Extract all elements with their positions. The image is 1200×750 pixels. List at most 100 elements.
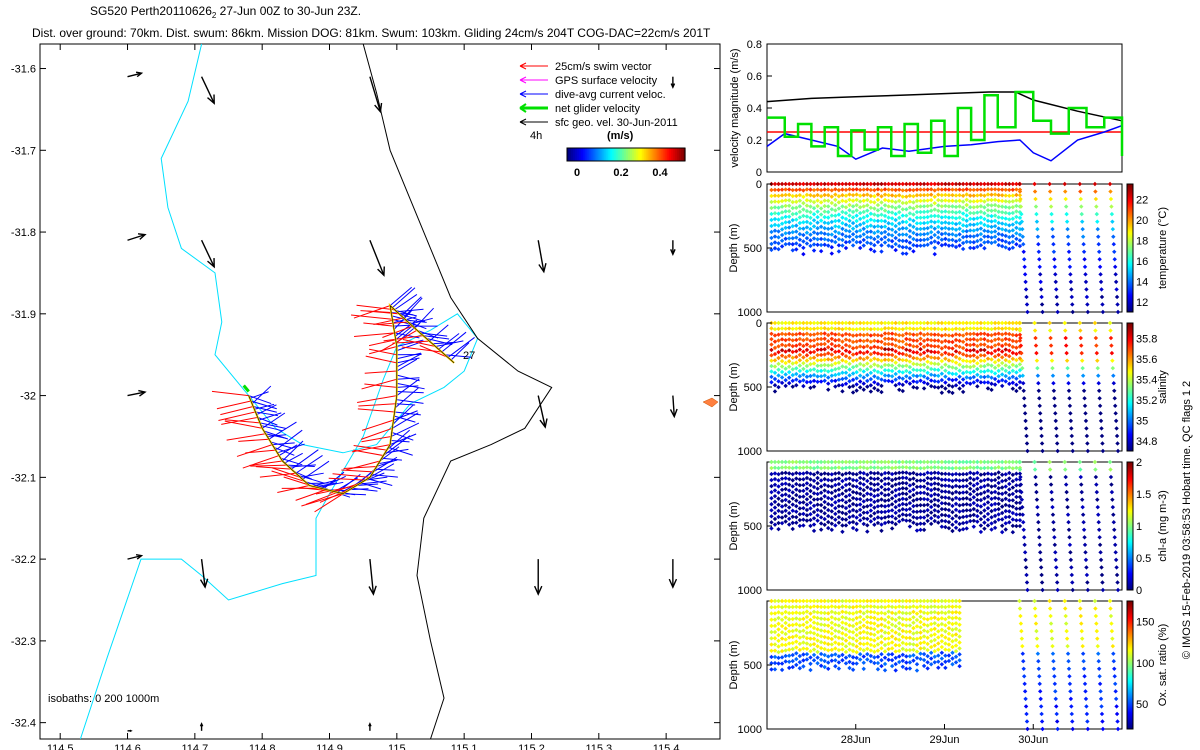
data-point <box>790 217 795 223</box>
cbar-cell <box>1127 292 1133 295</box>
data-point <box>886 237 891 243</box>
data-point <box>897 198 902 204</box>
data-point <box>1014 370 1019 375</box>
data-point <box>1020 234 1025 239</box>
data-point <box>989 381 994 386</box>
data-point <box>815 518 820 523</box>
data-point <box>857 636 863 641</box>
data-point <box>882 623 888 629</box>
data-point <box>801 523 806 528</box>
cbar-tick-label: 20 <box>1136 215 1148 227</box>
data-point <box>964 508 969 513</box>
data-point <box>857 507 863 513</box>
data-point <box>801 213 806 219</box>
data-point <box>861 487 866 493</box>
data-point <box>1014 214 1019 220</box>
data-point <box>815 192 820 198</box>
data-point <box>989 459 994 465</box>
data-point <box>854 239 859 245</box>
speed-cbar-cell <box>582 148 586 161</box>
data-point <box>808 611 813 616</box>
data-point <box>886 352 891 357</box>
data-point <box>950 377 955 383</box>
data-point <box>992 348 998 354</box>
data-point <box>886 368 891 373</box>
data-point <box>975 384 980 389</box>
data-point <box>1085 302 1090 307</box>
cbar-cell <box>1127 310 1133 313</box>
data-point <box>946 345 952 351</box>
chla-cbar-label: chl-a (mg m-3) <box>1157 490 1169 562</box>
data-point <box>779 509 785 515</box>
data-point <box>783 192 788 198</box>
speed-cbar-cell <box>598 148 602 161</box>
data-point <box>1079 482 1084 487</box>
data-point <box>953 648 959 654</box>
data-point <box>921 380 927 385</box>
data-point <box>914 243 920 249</box>
data-point <box>985 192 991 197</box>
data-point <box>1070 580 1075 585</box>
data-point <box>996 459 1001 465</box>
data-point <box>779 369 785 375</box>
data-point <box>946 477 952 483</box>
data-point <box>1095 504 1100 510</box>
data-point <box>772 383 778 388</box>
data-point <box>921 521 927 526</box>
cbar-cell <box>1127 220 1133 223</box>
data-point <box>975 366 980 372</box>
data-point <box>797 635 803 640</box>
data-point <box>1022 681 1027 687</box>
data-point <box>872 212 877 217</box>
data-point <box>914 643 920 648</box>
data-point <box>882 181 888 187</box>
data-point <box>811 647 817 652</box>
data-point <box>776 373 781 378</box>
data-point <box>900 598 905 604</box>
data-point <box>769 380 774 385</box>
data-point <box>801 194 806 199</box>
data-point <box>776 649 781 655</box>
data-point <box>822 220 827 225</box>
data-point <box>822 331 827 336</box>
data-point <box>811 193 817 199</box>
data-point <box>964 234 969 239</box>
data-point <box>1052 403 1058 409</box>
data-point <box>818 224 824 229</box>
data-point <box>865 235 870 240</box>
data-point <box>868 383 874 388</box>
data-point <box>943 368 948 373</box>
data-point <box>1063 204 1069 209</box>
speed-cbar-cell <box>594 148 598 161</box>
data-point <box>779 515 785 520</box>
data-point <box>815 621 820 626</box>
data-point <box>889 347 895 352</box>
data-point <box>957 220 962 226</box>
data-point <box>1038 565 1044 570</box>
data-point <box>1035 234 1041 239</box>
data-point <box>861 226 866 231</box>
data-point <box>804 625 810 630</box>
data-point <box>826 215 831 220</box>
data-point <box>826 181 831 187</box>
data-point <box>826 477 831 483</box>
data-point <box>897 459 902 465</box>
data-point <box>999 343 1005 349</box>
data-point <box>861 641 866 647</box>
data-point <box>875 504 881 509</box>
data-point <box>921 350 927 355</box>
data-point <box>836 487 842 492</box>
data-point <box>1017 598 1022 604</box>
data-point <box>893 320 898 326</box>
cbar-tick-label: 0 <box>1136 585 1142 597</box>
data-point <box>904 245 909 250</box>
data-point <box>836 509 842 514</box>
data-point <box>1107 320 1113 326</box>
data-point <box>801 500 806 505</box>
data-point <box>953 477 959 483</box>
data-point <box>829 625 834 631</box>
data-point <box>914 209 920 215</box>
data-point <box>872 459 877 465</box>
data-point <box>1052 396 1057 401</box>
data-point <box>928 604 934 609</box>
